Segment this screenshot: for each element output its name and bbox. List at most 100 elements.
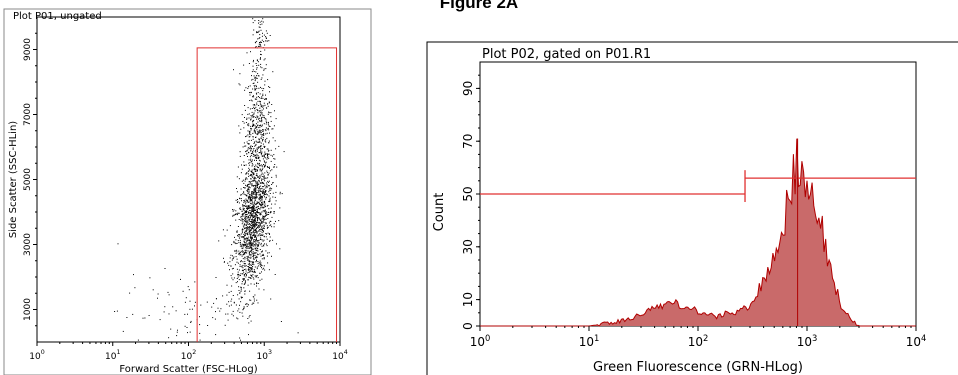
scatter-dot (256, 59, 258, 61)
scatter-dot (245, 203, 247, 205)
scatter-dot (263, 267, 265, 269)
scatter-dot (244, 231, 246, 233)
scatter-dot (260, 213, 262, 215)
scatter-dot (258, 224, 260, 226)
scatter-dot (250, 244, 252, 246)
scatter-dot (251, 169, 253, 171)
scatter-dot (249, 262, 250, 264)
scatter-dot (250, 216, 252, 217)
scatter-dot (247, 134, 249, 136)
scatter-dot (259, 42, 260, 43)
scatter-dot (253, 252, 255, 254)
scatter-dot (250, 147, 252, 149)
scatter-dot (237, 200, 239, 202)
scatter-dot (233, 209, 235, 211)
scatter-dot (248, 181, 250, 183)
scatter-dot (250, 99, 252, 101)
scatter-dot (236, 191, 238, 193)
scatter-dot (246, 207, 248, 209)
scatter-dot (254, 98, 256, 100)
scatter-dot (247, 244, 249, 246)
scatter-dot (245, 173, 247, 175)
scatter-dot (246, 238, 248, 240)
scatter-dot (260, 150, 262, 152)
scatter-dot (168, 313, 170, 315)
scatter-dot (267, 79, 269, 81)
scatter-dot (255, 151, 257, 153)
scatter-dot (252, 252, 254, 254)
scatter-dot (252, 83, 254, 84)
scatter-dot (255, 197, 257, 199)
scatter-dot (243, 253, 245, 255)
scatter-dot (243, 155, 245, 156)
scatter-dot (252, 203, 254, 205)
scatter-dot (263, 132, 265, 134)
scatter-dot (250, 127, 252, 129)
scatter-dot (254, 244, 256, 246)
scatter-dot (250, 158, 252, 160)
scatter-dot (246, 274, 247, 276)
scatter-dot (257, 131, 259, 133)
scatter-dot (248, 257, 250, 259)
scatter-dot (257, 61, 259, 63)
scatter-dot (248, 187, 250, 189)
scatter-dot (259, 114, 261, 116)
scatter-dot (252, 174, 254, 176)
scatter-dot (248, 304, 249, 306)
scatter-dot (248, 186, 250, 187)
scatter-dot (244, 278, 245, 280)
scatter-dot (257, 81, 259, 83)
scatter-dot (244, 199, 246, 201)
scatter-dot (275, 200, 277, 202)
scatter-dot (257, 163, 259, 165)
scatter-dot (261, 190, 263, 192)
scatter-dot (256, 174, 258, 176)
scatter-dot (235, 210, 237, 212)
scatter-dot (248, 267, 250, 269)
scatter-dot (251, 249, 253, 251)
scatter-dot (254, 245, 256, 247)
scatter-dot (250, 242, 252, 244)
scatter-dot (249, 223, 251, 225)
scatter-dot (258, 141, 260, 143)
scatter-dot (142, 317, 144, 319)
scatter-dot (256, 185, 258, 187)
scatter-dot (244, 237, 246, 239)
scatter-dot (228, 291, 230, 293)
scatter-dot (260, 183, 262, 184)
scatter-dot (251, 228, 253, 230)
scatter-dot (263, 155, 265, 157)
scatter-dot (250, 271, 252, 273)
scatter-dot (265, 123, 267, 125)
scatter-dot (247, 123, 249, 125)
scatter-dot (250, 236, 252, 238)
scatter-dot (261, 251, 263, 253)
scatter-dot (233, 302, 235, 304)
scatter-dot (261, 199, 263, 201)
scatter-dot (258, 262, 260, 264)
scatter-dot (260, 220, 262, 222)
scatter-dot (261, 221, 263, 223)
scatter-dot (254, 108, 256, 110)
scatter-dot (252, 207, 254, 209)
scatter-dot (249, 241, 251, 243)
scatter-dot (245, 122, 247, 123)
scatter-dot (265, 30, 267, 32)
scatter-dot (239, 243, 241, 245)
scatter-dot (261, 267, 262, 269)
plot2-x-axis-label: Green Fluorescence (GRN-HLog) (593, 360, 803, 375)
scatter-dot (245, 244, 247, 246)
scatter-dot (249, 271, 251, 273)
scatter-dot (152, 289, 154, 291)
scatter-dot (236, 188, 237, 189)
scatter-dot (244, 200, 246, 202)
scatter-dot (255, 140, 257, 142)
scatter-dot (230, 290, 232, 292)
scatter-dot (244, 293, 246, 295)
scatter-dot (248, 117, 250, 119)
scatter-dot (253, 258, 255, 260)
scatter-dot (264, 166, 265, 168)
scatter-dot (238, 286, 240, 288)
scatter-dot (251, 253, 253, 255)
